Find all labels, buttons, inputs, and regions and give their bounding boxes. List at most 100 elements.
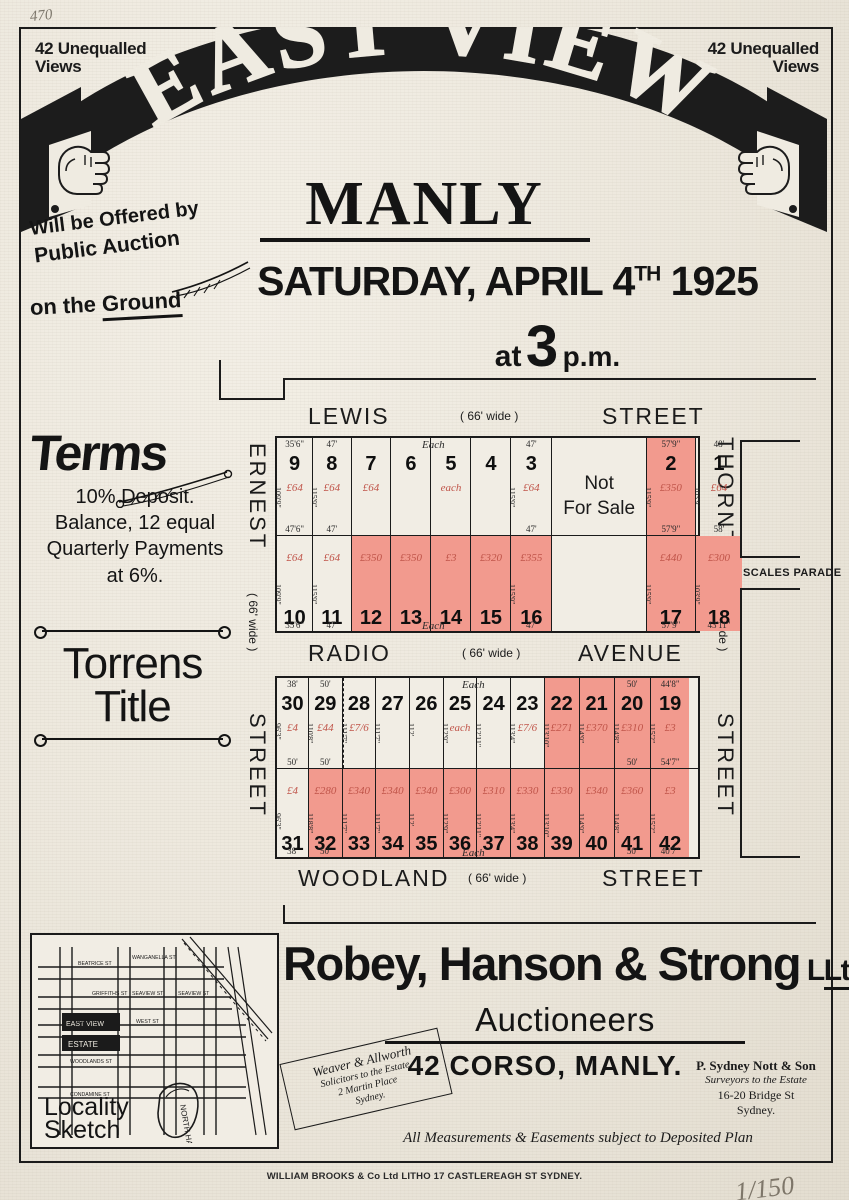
torrens-rule-bottom — [30, 732, 235, 748]
lot-22[interactable]: 113'10" £271 22 — [544, 678, 580, 768]
swash-ornament-terms — [115, 469, 233, 508]
lot-7[interactable]: £64 7 — [352, 438, 392, 535]
lot-dimension-top: 44'8" — [660, 679, 680, 689]
lot-dimension-bottom: 54'7" — [660, 757, 680, 767]
lot-39[interactable]: 113'10" £330 39 — [544, 769, 580, 857]
lot-37[interactable]: 112'11" £310 37 — [477, 769, 512, 857]
lot-number: 21 — [585, 693, 608, 715]
lot-number: 14 — [439, 607, 463, 629]
not-for-sale-line2: For Sale — [563, 497, 636, 519]
lot-number: 36 — [448, 833, 472, 855]
lot-16[interactable]: 115'9" £355 16 47' — [511, 536, 553, 631]
lot-2[interactable]: 57'9" 115'9" £350 2 57'9" — [646, 438, 696, 535]
lot-number: 20 — [621, 693, 644, 715]
lot-34[interactable]: 111'7" £340 34 — [376, 769, 410, 857]
lot-24[interactable]: 112'11" 24 — [477, 678, 512, 768]
auction-time-meridiem: p.m. — [562, 341, 621, 372]
lot-price-annotation: £300 — [707, 552, 730, 564]
pointing-hand-icon-right — [737, 145, 790, 195]
lot-dimension-side: 103'9" — [695, 583, 702, 605]
lot-price-annotation: £7/6 — [349, 722, 369, 734]
lot-33[interactable]: 111'7" £340 33 — [342, 769, 377, 857]
lot-19[interactable]: 44'8" 115'2" £3 19 54'7" — [650, 678, 690, 768]
lot-9[interactable]: 35'6" 109'9" £64 9 47'6" — [277, 438, 314, 535]
not-for-sale-line1: Not — [584, 473, 614, 494]
each-label-north-bottom: Each — [422, 620, 445, 632]
lot-price-annotation: £340 — [381, 785, 404, 797]
lot-41[interactable]: 114'8" £360 41 50' — [614, 769, 651, 857]
lot-dimension-bottom: 57'9" — [661, 524, 681, 534]
lot-number: 4 — [485, 453, 497, 475]
lot-8[interactable]: 47' 115'9" £64 8 47' — [313, 438, 352, 535]
lot-21[interactable]: 114'9" £370 21 — [579, 678, 615, 768]
lot-25[interactable]: 112'9" each 25 — [444, 678, 478, 768]
locality-street-griffiths: GRIFFITHS ST — [92, 991, 128, 997]
lot-price-annotation: £340 — [585, 785, 608, 797]
lot-number: 30 — [281, 693, 304, 715]
street-label-lewis-street: STREET — [602, 403, 705, 429]
lot-35[interactable]: 112' £340 35 — [410, 769, 444, 857]
lot-31[interactable]: 96'3" £4 31 38' — [277, 769, 309, 857]
lot-11[interactable]: 115'9" £64 11 47' — [313, 536, 352, 631]
surveyors-street: 16-20 Bridge St — [717, 1088, 795, 1102]
side-parcel-upper — [740, 440, 800, 558]
street-width-radio: ( 66' wide ) — [462, 646, 521, 660]
lot-29[interactable]: 50' 110'8" £44 29 50' — [309, 678, 343, 768]
lot-32[interactable]: 118'8" £280 32 50' — [308, 769, 343, 857]
lot-dimension-side: 113'10" — [544, 813, 551, 838]
lot-6[interactable]: 6 — [391, 438, 432, 535]
lot-dimension-side: 111'7" — [376, 813, 382, 834]
lot-3[interactable]: 47' 115'9" £64 3 47' — [511, 438, 553, 535]
lot-10[interactable]: 109'9" £64 10 35'6" — [277, 536, 314, 631]
views-note-right: 42 Unequalled Views — [659, 39, 820, 77]
plan-divider-left-tick — [219, 398, 285, 400]
lot-13[interactable]: £350 13 — [391, 536, 432, 631]
lot-dimension-top: 38' — [287, 679, 298, 689]
lot-18[interactable]: 103'9" £300 18 43'11" — [695, 536, 743, 631]
not-for-sale-parcel — [552, 536, 647, 631]
lot-dimension-top: 35'6" — [285, 439, 304, 449]
lot-5[interactable]: each 5 — [431, 438, 472, 535]
lot-number: 16 — [520, 607, 543, 629]
lot-number: 27 — [381, 693, 404, 715]
lot-26[interactable]: 112' 26 — [410, 678, 444, 768]
lot-40[interactable]: 114'9" £340 40 — [579, 769, 615, 857]
lot-1[interactable]: 48' 103'9" £64 1 58' — [696, 438, 742, 535]
lot-dimension-side: 112'9" — [443, 813, 450, 834]
lot-12[interactable]: £350 12 — [351, 536, 392, 631]
auction-date-suffix: TH — [634, 262, 661, 286]
lot-20[interactable]: 50' 114'8" £310 20 50' — [614, 678, 651, 768]
auction-date: SATURDAY, APRIL 4TH 1925 — [200, 258, 815, 305]
auctioneer-suffix-underlined: Ltd. — [823, 954, 849, 990]
lot-42[interactable]: 115'2" £3 42 40'7" — [650, 769, 690, 857]
surveyors-block: P. Sydney Nott & Son Surveyors to the Es… — [680, 1058, 832, 1118]
lot-38[interactable]: 113'4" £330 38 — [511, 769, 545, 857]
lot-dimension-side: 112' — [410, 813, 416, 827]
lot-dimension-side: 115'9" — [646, 583, 653, 604]
lot-14[interactable]: £3 14 — [431, 536, 472, 631]
lot-4[interactable]: 4 — [471, 438, 512, 535]
lot-17[interactable]: 115'9" £440 17 57'9" — [646, 536, 696, 631]
lot-dimension-bottom: 58' — [713, 524, 725, 534]
lot-price-annotation: £64 — [286, 552, 303, 564]
lot-dimension-top: 47' — [326, 439, 338, 449]
lot-27[interactable]: 111'7" 27 — [376, 678, 410, 768]
lot-dimension-bottom: 50' — [287, 757, 298, 767]
lot-30[interactable]: 38' 96'3" £4 30 50' — [277, 678, 309, 768]
lot-36[interactable]: 112'9" £300 36 — [443, 769, 478, 857]
lot-price-annotation: £7/6 — [517, 722, 538, 734]
lot-28[interactable]: 111'7" £7/6 28 — [342, 678, 377, 768]
lot-dimension-bottom: 57'9" — [661, 620, 681, 630]
lot-price-annotation: £350 — [359, 552, 382, 564]
lot-price-annotation: £64 — [323, 552, 341, 564]
lot-price-annotation: £280 — [314, 785, 337, 797]
views-note-left-line2: Views — [35, 57, 82, 77]
terms-line-3: Quarterly Payments — [46, 538, 224, 561]
views-note-left: 42 Unequalled Views — [35, 39, 185, 77]
street-label-thornton-street: STREET — [713, 713, 738, 818]
archival-pencil-mark-top: 470 — [29, 6, 54, 26]
lot-15[interactable]: £320 15 — [471, 536, 512, 631]
lot-number: 35 — [415, 833, 438, 855]
not-for-sale-label: Not For Sale — [552, 472, 646, 521]
lot-23[interactable]: 113'4" £7/6 23 — [511, 678, 545, 768]
